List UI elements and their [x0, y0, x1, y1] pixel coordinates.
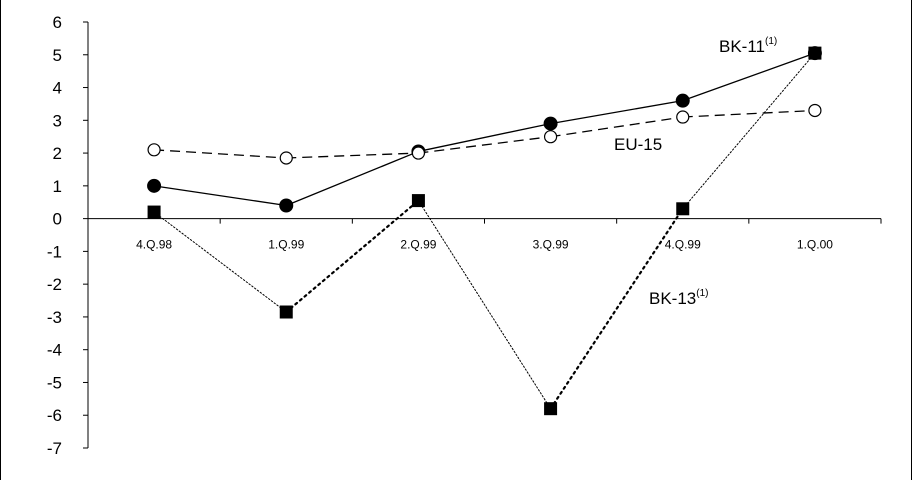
- series-lines: [153, 52, 816, 410]
- y-tick-label: -5: [47, 373, 62, 392]
- data-point-bk-13: [147, 205, 161, 219]
- x-tick-labels: 4.Q.98 1.Q.99 2.Q.99 3.Q.99 4.Q.99 1.Q.00: [136, 238, 833, 252]
- y-tick-label: -1: [47, 242, 62, 261]
- y-tick-labels: 6 5 4 3 2 1 0 -1 -2 -3 -4 -5 -6 -7: [47, 13, 62, 458]
- data-point-eu-15: [543, 130, 558, 144]
- series-label-bk-11: BK-11(1): [719, 36, 777, 56]
- data-point-eu-15: [411, 146, 426, 160]
- data-point-eu-15: [676, 110, 690, 124]
- x-tick-label: 2.Q.99: [400, 238, 436, 252]
- y-tick-label: 3: [53, 111, 62, 130]
- series-segment-bk-13: [285, 199, 420, 314]
- data-point-bk-13: [544, 402, 558, 416]
- series-segment-eu-15: [286, 152, 419, 159]
- series-segment-bk-11: [550, 100, 683, 125]
- x-tick-label: 1.Q.99: [268, 238, 304, 252]
- data-point-bk-13: [676, 202, 690, 216]
- data-point-bk-11: [543, 116, 558, 131]
- series-segment-eu-15: [550, 116, 683, 138]
- series-label-bk-13: BK-13(1): [649, 288, 708, 308]
- series-segment-eu-15: [418, 136, 551, 154]
- data-point-bk-13: [411, 194, 425, 208]
- y-tick-label: 4: [53, 79, 62, 98]
- y-tick-label: 1: [53, 177, 62, 196]
- data-point-eu-15: [147, 143, 161, 157]
- y-tick-label: -2: [47, 275, 62, 294]
- x-tick-label: 1.Q.00: [797, 238, 833, 252]
- y-tick-label: -4: [47, 341, 62, 360]
- y-tick-label: -6: [47, 406, 62, 425]
- data-point-bk-11: [675, 93, 690, 108]
- series-segment-bk-11: [418, 122, 551, 153]
- series-segment-bk-11: [682, 52, 816, 102]
- series-segment-bk-13: [549, 207, 684, 410]
- y-tick-label: 5: [53, 46, 62, 65]
- series-segment-bk-13: [153, 211, 287, 313]
- series-labels: BK-11(1) EU-15 BK-13(1): [614, 36, 777, 308]
- data-point-bk-13: [808, 46, 822, 60]
- data-point-eu-15: [279, 151, 293, 165]
- x-tick-label: 4.Q.99: [665, 238, 701, 252]
- x-tick-label: 4.Q.98: [136, 238, 172, 252]
- data-point-bk-11: [279, 198, 294, 213]
- data-point-eu-15: [808, 103, 822, 118]
- x-tick-label: 3.Q.99: [533, 238, 569, 252]
- data-point-bk-13: [279, 305, 293, 319]
- y-tick-label: -7: [47, 439, 62, 458]
- y-tick-label: 0: [53, 210, 62, 229]
- series-markers: [147, 46, 822, 416]
- data-point-bk-11: [147, 178, 162, 193]
- y-tick-label: -3: [47, 308, 62, 327]
- series-segment-bk-13: [682, 52, 816, 210]
- series-segment-bk-11: [153, 185, 287, 207]
- y-tick-label: 6: [53, 13, 62, 32]
- series-segment-eu-15: [154, 149, 287, 159]
- series-segment-eu-15: [682, 109, 815, 118]
- axes: [83, 21, 882, 449]
- y-tick-label: 2: [53, 144, 62, 163]
- series-segment-bk-11: [286, 150, 419, 207]
- series-segment-bk-13: [417, 200, 552, 410]
- series-label-eu-15: EU-15: [614, 135, 662, 154]
